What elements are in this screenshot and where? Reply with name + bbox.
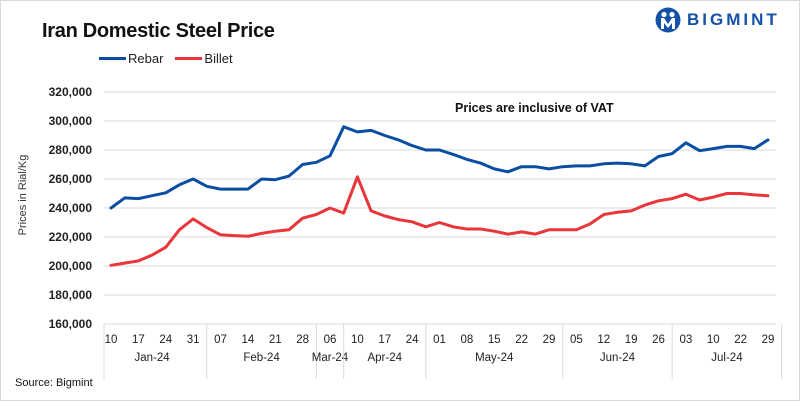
x-tick-label: 26 bbox=[652, 334, 665, 346]
month-label: Jun-24 bbox=[600, 352, 636, 364]
x-tick-label: 01 bbox=[433, 334, 446, 346]
y-tick-label: 220,000 bbox=[49, 230, 93, 244]
x-tick-label: 24 bbox=[406, 334, 419, 346]
x-tick-label: 29 bbox=[762, 334, 775, 346]
x-tick-label: 10 bbox=[707, 334, 720, 346]
legend-item-billet: Billet bbox=[175, 51, 233, 66]
month-label: Apr-24 bbox=[367, 352, 402, 364]
x-tick-label: 07 bbox=[214, 334, 227, 346]
x-tick-label: 14 bbox=[241, 334, 254, 346]
bigmint-logo-icon bbox=[655, 7, 681, 33]
x-tick-label: 06 bbox=[324, 334, 337, 346]
y-tick-label: 160,000 bbox=[49, 317, 93, 331]
series-line-billet bbox=[109, 175, 770, 267]
legend-item-rebar: Rebar bbox=[99, 51, 163, 66]
series-line-rebar bbox=[109, 125, 770, 210]
y-tick-label: 200,000 bbox=[49, 259, 93, 273]
x-tick-label: 12 bbox=[597, 334, 610, 346]
legend-swatch-rebar bbox=[99, 57, 126, 60]
month-label: Mar-24 bbox=[312, 352, 349, 364]
bigmint-logo: BIGMINT bbox=[655, 7, 780, 33]
x-tick-label: 22 bbox=[734, 334, 747, 346]
legend-label-billet: Billet bbox=[204, 51, 233, 66]
brand-name: BIGMINT bbox=[687, 10, 780, 29]
vat-annotation: Prices are inclusive of VAT bbox=[455, 101, 614, 115]
y-tick-label: 280,000 bbox=[49, 143, 93, 157]
x-tick-label: 17 bbox=[378, 334, 391, 346]
y-tick-label: 180,000 bbox=[49, 288, 93, 302]
chart-title: Iran Domestic Steel Price bbox=[42, 20, 275, 42]
legend-label-rebar: Rebar bbox=[128, 51, 164, 66]
x-tick-label: 08 bbox=[460, 334, 473, 346]
x-tick-label: 03 bbox=[679, 334, 692, 346]
y-tick-label: 320,000 bbox=[49, 85, 93, 99]
x-tick-label: 15 bbox=[488, 334, 501, 346]
x-tick-label: 28 bbox=[296, 334, 309, 346]
month-label: Jul-24 bbox=[711, 352, 743, 364]
legend: Rebar Billet bbox=[99, 51, 245, 66]
x-tick-label: 10 bbox=[351, 334, 364, 346]
month-label: Jan-24 bbox=[134, 352, 170, 364]
legend-swatch-billet bbox=[175, 57, 203, 60]
y-tick-label: 260,000 bbox=[49, 172, 93, 186]
x-tick-label: 05 bbox=[570, 334, 583, 346]
x-tick-label: 21 bbox=[269, 334, 282, 346]
x-tick-label: 31 bbox=[187, 334, 200, 346]
month-label: Feb-24 bbox=[243, 352, 280, 364]
month-label: May-24 bbox=[475, 352, 514, 364]
y-tick-label: 240,000 bbox=[49, 201, 93, 215]
source-note: Source: Bigmint bbox=[15, 377, 93, 389]
x-tick-label: 24 bbox=[159, 334, 172, 346]
x-tick-label: 19 bbox=[625, 334, 638, 346]
x-tick-label: 17 bbox=[132, 334, 145, 346]
y-tick-label: 300,000 bbox=[49, 114, 93, 128]
x-tick-label: 29 bbox=[543, 334, 556, 346]
x-tick-label: 22 bbox=[515, 334, 528, 346]
x-tick-label: 10 bbox=[105, 334, 118, 346]
